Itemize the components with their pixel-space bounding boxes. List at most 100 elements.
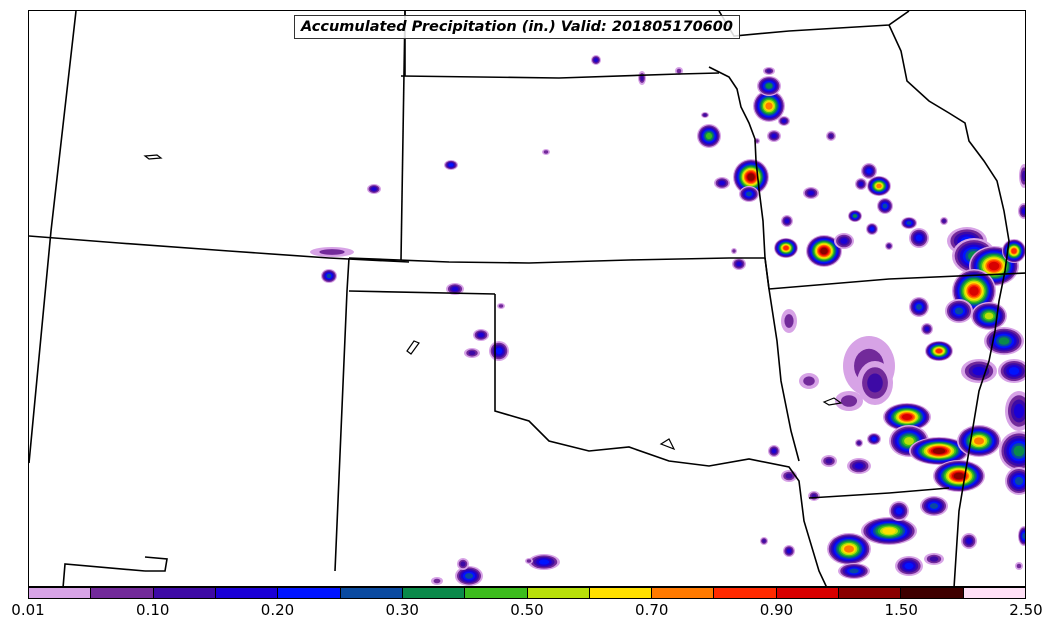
- colorbar-segment: [153, 588, 216, 598]
- colorbar-segment: [527, 588, 590, 598]
- precip-contour: [942, 219, 946, 223]
- precip-contour: [935, 348, 943, 354]
- precip-contour: [828, 133, 834, 139]
- precip-contour: [924, 326, 930, 332]
- precip-contour: [844, 545, 854, 553]
- map-canvas: [29, 11, 1025, 586]
- precip-contour: [640, 74, 644, 82]
- map-title: Accumulated Precipitation (in.) Valid: 2…: [294, 15, 740, 39]
- lake-3: [822, 397, 843, 406]
- border-mississippi: [888, 24, 1010, 586]
- precip-contour: [448, 163, 454, 167]
- border-ks-north: [400, 72, 720, 79]
- precip-contour: [319, 249, 345, 255]
- precip-contour: [866, 168, 872, 174]
- precipitation-layer: [310, 55, 1025, 586]
- precip-contour: [840, 395, 858, 407]
- precip-contour: [954, 307, 964, 315]
- precip-contour: [1008, 367, 1020, 375]
- precip-contour: [451, 286, 459, 292]
- colorbar-tick-label: 1.50: [884, 601, 918, 619]
- precip-contour: [974, 437, 984, 445]
- colorbar-segment: [215, 588, 279, 598]
- colorbar-segment: [91, 588, 154, 598]
- precip-contour: [538, 559, 550, 565]
- precip-contour: [853, 214, 857, 218]
- precip-contour: [755, 139, 759, 143]
- precip-contour: [904, 562, 914, 570]
- precip-contour: [703, 113, 707, 117]
- precip-contour: [732, 249, 736, 253]
- state-borders: [29, 11, 1025, 586]
- precip-contour: [998, 337, 1010, 345]
- precip-contour: [867, 373, 883, 393]
- precip-contour: [1011, 248, 1017, 254]
- precip-contour: [858, 181, 864, 187]
- precip-contour: [478, 332, 484, 338]
- precip-contour: [766, 69, 772, 73]
- colorbar-segment: [776, 588, 840, 598]
- colorbar-tick-label: 0.70: [635, 601, 669, 619]
- precip-contour: [1013, 403, 1025, 419]
- lake-2: [406, 340, 420, 355]
- precip-contour: [1021, 170, 1025, 182]
- precip-contour: [705, 132, 713, 140]
- precip-contour: [719, 180, 725, 186]
- colorbar-tick-label: 0.30: [385, 601, 419, 619]
- lake-features: [143, 154, 843, 451]
- precip-contour: [771, 448, 777, 454]
- border-tx-nm-south: [144, 556, 168, 572]
- colorbar-segment: [465, 588, 528, 598]
- precip-contour: [1022, 533, 1025, 539]
- border-co-nm: [334, 257, 350, 572]
- precip-contour: [1016, 563, 1022, 569]
- precip-contour: [736, 261, 742, 267]
- precip-contour: [526, 559, 532, 563]
- precip-contour: [783, 245, 789, 251]
- precip-contour: [1021, 208, 1025, 214]
- lake-4: [659, 438, 676, 451]
- precip-contour: [876, 183, 882, 189]
- precip-contour: [762, 539, 766, 543]
- precip-contour: [781, 119, 787, 123]
- precip-contour: [887, 244, 891, 248]
- border-mo-ar: [768, 272, 1025, 290]
- precip-contour: [882, 203, 888, 209]
- colorbar-segment: [901, 588, 964, 598]
- precip-contour: [747, 173, 755, 181]
- colorbar-segment: [963, 588, 1025, 598]
- precip-contour: [594, 58, 598, 62]
- precip-contour: [966, 538, 972, 544]
- precip-contour: [676, 68, 682, 74]
- border-ar-la: [808, 487, 950, 499]
- colorbar-segment: [714, 588, 777, 598]
- precip-contour: [916, 304, 922, 310]
- precip-contour: [870, 227, 874, 231]
- precip-contour: [785, 473, 793, 479]
- precip-contour: [495, 347, 503, 355]
- precip-contour: [371, 187, 377, 191]
- precip-contour: [882, 527, 896, 535]
- precip-contour: [857, 441, 861, 445]
- colorbar-tick-label: 0.01: [11, 601, 45, 619]
- colorbar-tick-label: 0.20: [260, 601, 295, 619]
- colorbar-segment: [652, 588, 715, 598]
- precip-contour: [803, 376, 815, 386]
- border-ok-panhandle: [348, 290, 496, 295]
- precip-contour: [498, 304, 504, 308]
- precip-contour: [786, 548, 792, 554]
- precip-contour: [771, 133, 777, 139]
- lake-1: [143, 154, 163, 160]
- precip-contour: [326, 273, 332, 279]
- precip-contour: [1013, 445, 1025, 457]
- precip-contour: [468, 350, 476, 356]
- precip-contour: [901, 413, 913, 421]
- colorbar-segment: [839, 588, 902, 598]
- colorbar-tick-label: 2.50: [1009, 601, 1043, 619]
- border-ne-mo-river: [708, 66, 770, 290]
- precip-contour: [906, 221, 912, 225]
- border-sw-corner: [62, 563, 146, 586]
- precip-contour: [784, 218, 790, 224]
- precip-contour: [929, 503, 939, 509]
- precip-contour: [953, 472, 965, 480]
